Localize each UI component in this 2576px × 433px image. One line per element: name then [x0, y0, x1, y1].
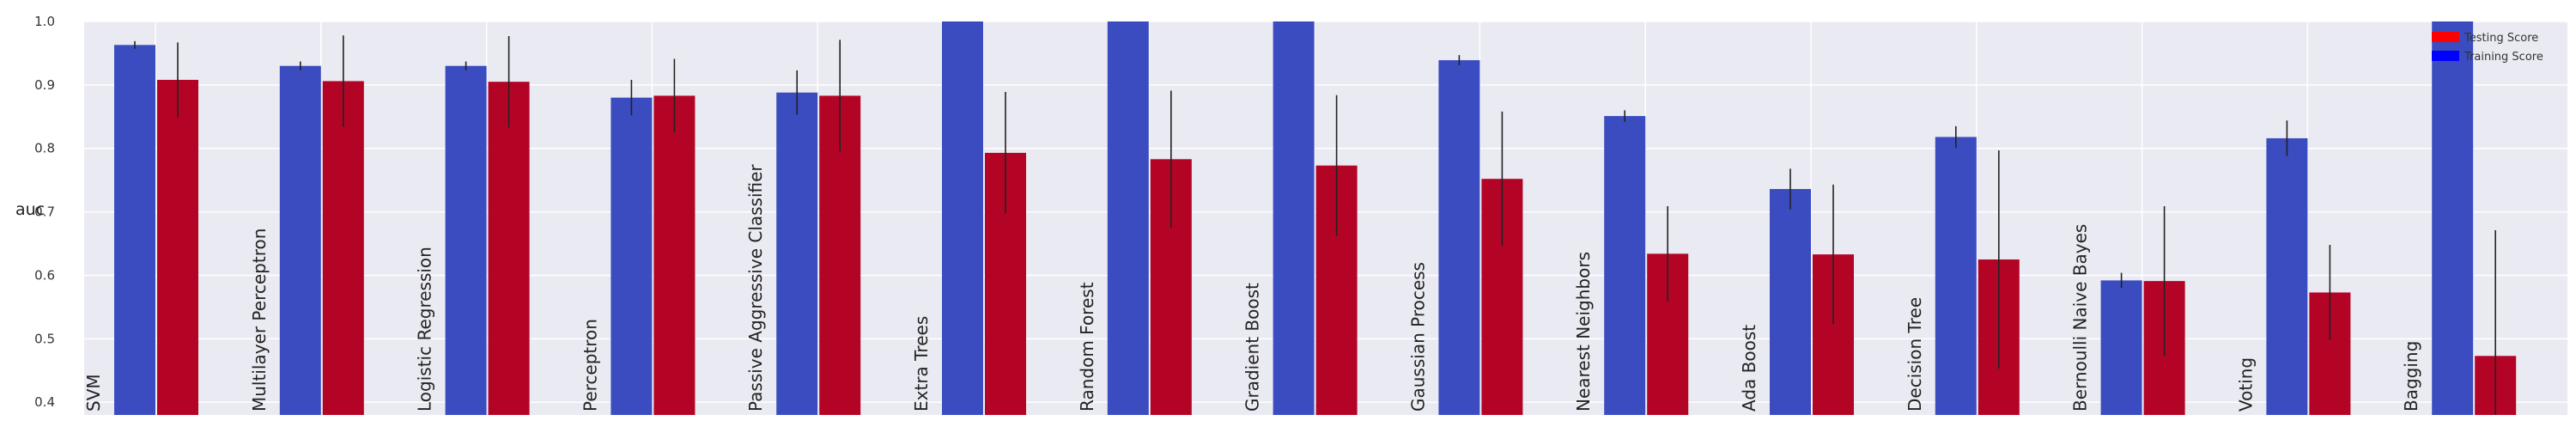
bar-training — [942, 21, 983, 415]
category-label: Random Forest — [1077, 282, 1097, 412]
bar-training — [279, 65, 321, 415]
category-label: Passive Aggressive Classifier — [745, 164, 766, 412]
category-label: Voting — [2235, 357, 2256, 412]
legend-label-testing: Testing Score — [2464, 32, 2538, 45]
bar-training — [1604, 116, 1646, 415]
category-label: Extra Trees — [911, 316, 932, 412]
category-label: Gradient Boost — [1242, 283, 1263, 412]
bars — [114, 21, 2517, 416]
y-axis-ticks: 0.4 0.5 0.6 0.7 0.8 0.9 1.0 — [34, 14, 55, 410]
bar-testing — [488, 82, 530, 415]
legend-swatch-testing — [2432, 32, 2459, 42]
bar-training — [776, 92, 818, 416]
bar-training — [611, 97, 653, 415]
category-label: Logistic Regression — [415, 247, 435, 412]
bar-training — [1935, 137, 1977, 415]
bar-training — [114, 45, 155, 416]
category-label: Perceptron — [580, 319, 600, 412]
bar-training — [445, 65, 487, 415]
legend-swatch-training — [2432, 51, 2459, 61]
y-tick-label: 0.8 — [34, 141, 55, 156]
bar-training — [2266, 137, 2308, 415]
error-bars — [134, 35, 2496, 415]
category-label: Nearest Neighbors — [1573, 252, 1594, 412]
bar-training — [2432, 21, 2474, 415]
legend-label-training: Training Score — [2464, 51, 2543, 64]
y-axis-label: auc — [15, 200, 45, 219]
category-label: Ada Boost — [1739, 325, 1759, 412]
category-label: SVM — [83, 374, 104, 412]
y-tick-label: 0.5 — [34, 331, 55, 346]
bar-testing — [322, 81, 364, 415]
bar-training — [1107, 21, 1149, 415]
bar-training — [1438, 60, 1480, 416]
bar-testing — [157, 79, 198, 415]
y-tick-label: 1.0 — [34, 14, 55, 29]
bar-training — [1273, 21, 1315, 415]
y-tick-label: 0.4 — [34, 394, 55, 410]
category-label: Multilayer Perceptron — [249, 229, 270, 412]
y-tick-label: 0.7 — [34, 204, 55, 220]
category-label: Bernoulli Naive Bayes — [2070, 224, 2091, 412]
y-tick-label: 0.9 — [34, 77, 55, 93]
category-label: Decision Tree — [1905, 297, 1925, 412]
category-label: Bagging — [2401, 341, 2421, 412]
bar-testing — [653, 95, 696, 416]
y-tick-label: 0.6 — [34, 267, 55, 283]
bar-training — [1770, 189, 1811, 415]
bar-training — [2100, 280, 2142, 415]
category-label: Gaussian Process — [1407, 262, 1428, 412]
legend: Testing Score Training Score — [2432, 32, 2543, 64]
category-labels: SVM Multilayer Perceptron Logistic Regress… — [83, 164, 2421, 412]
